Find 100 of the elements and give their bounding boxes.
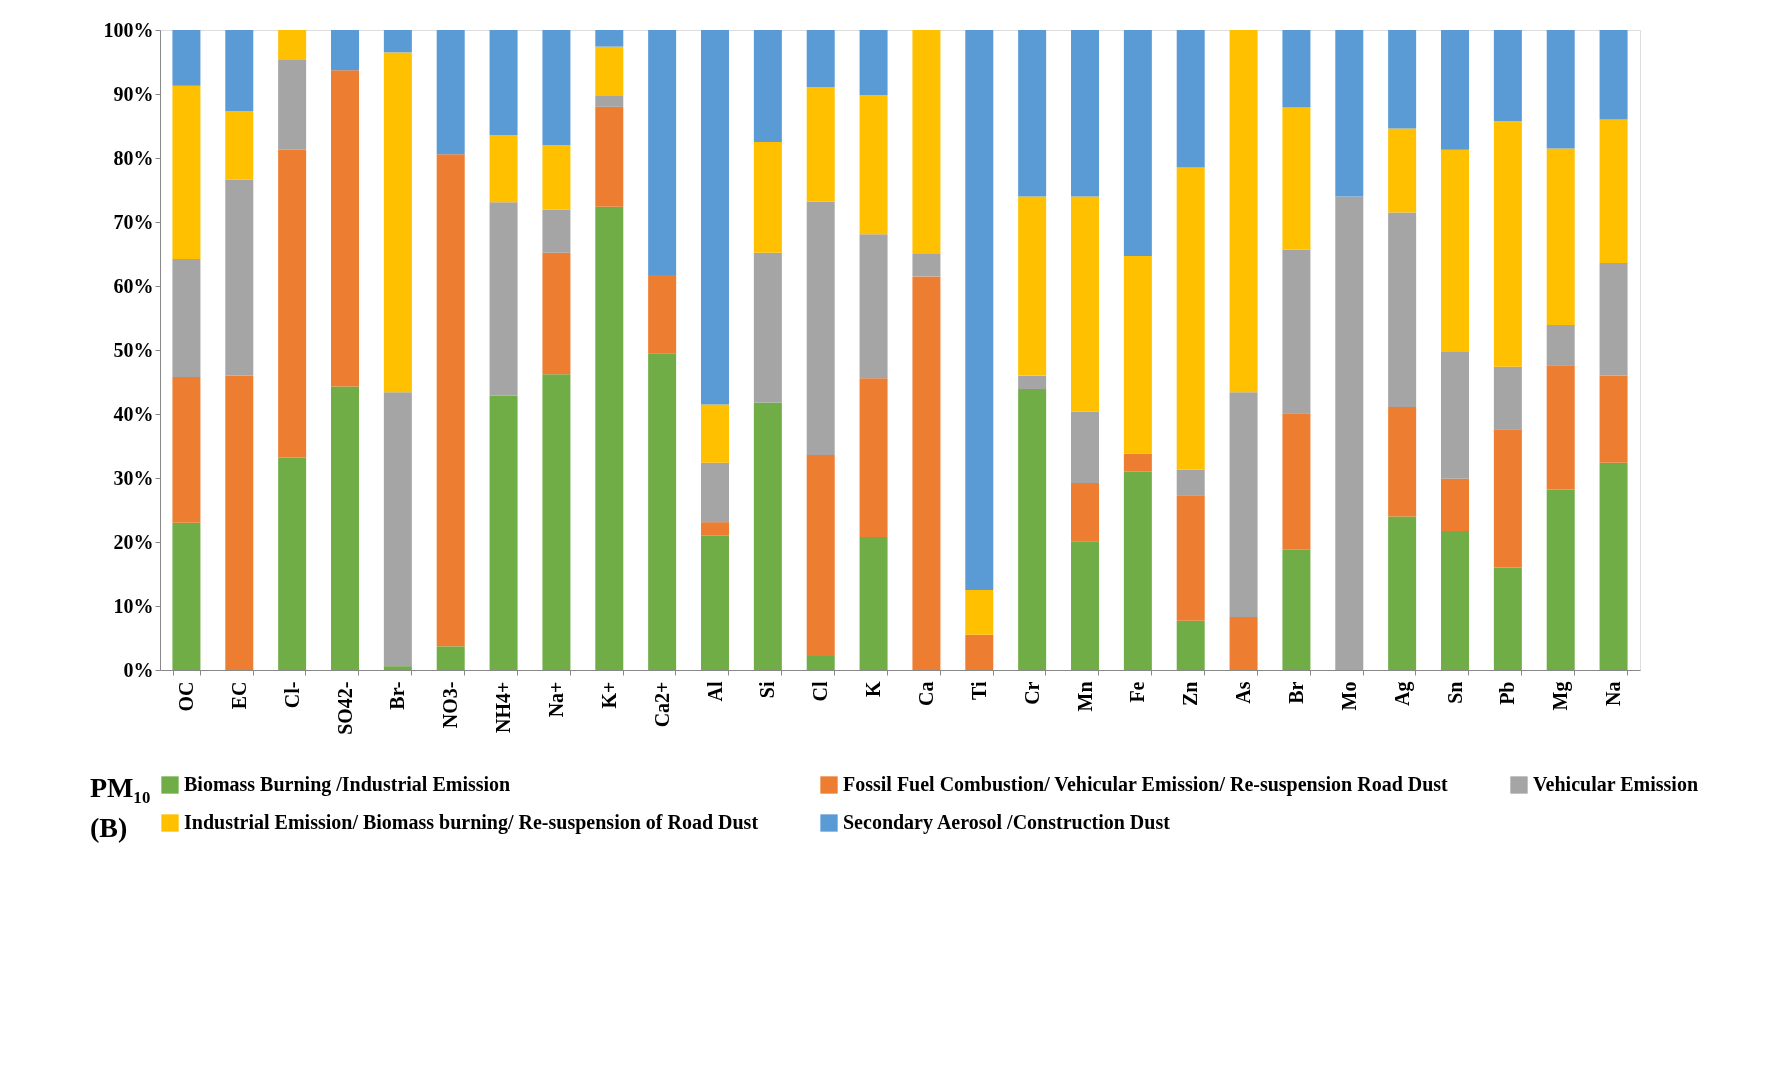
bar — [1123, 255, 1152, 454]
bar — [595, 30, 624, 47]
x-tick-label: Cl- — [280, 681, 303, 709]
bar — [1176, 469, 1205, 496]
bar — [225, 111, 254, 180]
bar — [1441, 478, 1469, 532]
y-tick-label: 20% — [113, 530, 154, 553]
bar — [965, 590, 994, 635]
bar — [1546, 30, 1575, 149]
bar — [965, 634, 994, 670]
x-tick-label: SO42- — [333, 681, 356, 735]
bar — [701, 522, 729, 536]
bar — [701, 462, 729, 523]
x-tick-label: As — [1232, 681, 1255, 704]
bar — [1388, 128, 1417, 213]
bar — [1282, 249, 1311, 414]
bar — [1493, 30, 1522, 121]
bar — [753, 402, 782, 670]
bar — [1599, 262, 1628, 376]
y-tick-label: 80% — [113, 146, 154, 169]
text: (B) — [90, 812, 128, 843]
bar — [331, 70, 359, 387]
bar — [806, 86, 835, 202]
bar — [595, 46, 624, 96]
bar — [489, 30, 518, 135]
bar — [1282, 413, 1311, 550]
bar — [912, 254, 941, 277]
bar — [912, 276, 941, 670]
bar — [1282, 107, 1311, 250]
bar — [859, 536, 888, 670]
bar — [806, 201, 835, 455]
bar — [1071, 196, 1099, 412]
bar — [1599, 375, 1628, 463]
bar — [1176, 620, 1205, 670]
bar — [648, 353, 677, 670]
x-tick-label: Al — [703, 681, 726, 702]
bar — [1018, 375, 1047, 390]
text: PM₁₀ — [90, 772, 151, 803]
bar — [1441, 149, 1469, 352]
x-tick-label: K+ — [597, 681, 620, 709]
bar — [436, 154, 465, 647]
legend-label: Fossil Fuel Combustion/ Vehicular Emission/ Re-suspension Road Dust — [843, 773, 1449, 796]
bar — [542, 145, 571, 210]
legend-label: Biomass Burning /Industrial Emission — [184, 773, 511, 796]
y-tick-label: 100% — [103, 18, 154, 41]
bar — [1546, 489, 1575, 670]
bar — [701, 535, 729, 670]
x-tick-label: Na+ — [544, 681, 567, 718]
bar — [806, 655, 835, 670]
x-tick-label: Fe — [1126, 681, 1149, 703]
bar — [1599, 30, 1628, 120]
x-tick-label: Zn — [1179, 681, 1202, 706]
bar — [1388, 212, 1417, 407]
bar — [595, 95, 624, 107]
bar — [383, 30, 412, 53]
bar — [1388, 406, 1417, 517]
bar — [1388, 516, 1417, 670]
x-tick-label: Mo — [1337, 681, 1360, 711]
x-tick-label: Si — [756, 681, 779, 699]
bar — [1176, 30, 1205, 168]
bar — [1123, 471, 1152, 670]
x-tick-label: Mg — [1549, 681, 1573, 711]
x-tick-label: K — [862, 681, 885, 698]
x-tick-label: NO3- — [439, 681, 462, 729]
legend-label: Industrial Emission/ Biomass burning/ Re-suspension of Road Dust — [184, 811, 759, 834]
bar — [383, 392, 412, 667]
bar — [1335, 196, 1364, 670]
bar — [806, 454, 835, 656]
bar — [1493, 120, 1522, 367]
bar — [542, 209, 571, 253]
bar — [1388, 30, 1417, 129]
bar — [1493, 429, 1522, 568]
bar — [172, 85, 201, 260]
x-tick-label: Cr — [1020, 681, 1043, 705]
bar — [1546, 365, 1575, 490]
bar — [278, 30, 307, 61]
bar — [383, 52, 412, 393]
bar — [172, 522, 201, 670]
bar — [859, 234, 888, 379]
bar — [331, 30, 359, 71]
bar — [1599, 462, 1628, 670]
y-tick-label: 10% — [113, 594, 154, 617]
bar — [172, 259, 201, 377]
bar — [489, 134, 518, 203]
x-tick-label: Pb — [1496, 681, 1519, 705]
y-tick-label: 90% — [113, 82, 154, 105]
bar — [489, 202, 518, 396]
x-tick-label: Br — [1284, 681, 1307, 704]
x-tick-label: EC — [227, 681, 250, 710]
bar — [859, 378, 888, 537]
bar — [542, 30, 571, 146]
x-tick-label: OC — [174, 681, 197, 712]
bar — [436, 646, 465, 670]
bar — [595, 106, 624, 207]
bar — [1018, 196, 1047, 376]
bar — [1493, 567, 1522, 670]
bar — [489, 395, 518, 670]
x-tick-label: Cl — [809, 681, 832, 702]
y-tick-label: 0% — [123, 658, 154, 681]
bar — [1441, 30, 1469, 150]
